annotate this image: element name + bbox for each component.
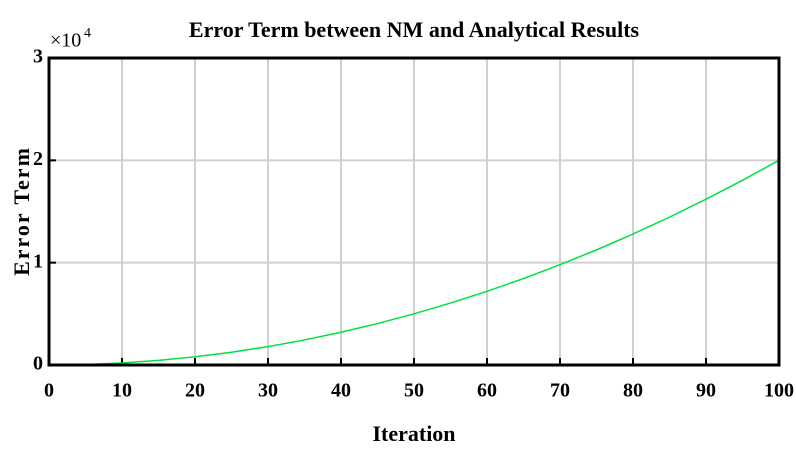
x-tick-label: 40 (331, 380, 351, 402)
chart-title: Error Term between NM and Analytical Res… (189, 17, 640, 42)
y-tick-label: 2 (33, 148, 43, 170)
x-tick-label: 90 (696, 380, 716, 402)
x-tick-label: 10 (112, 380, 132, 402)
x-tick-label: 80 (623, 380, 643, 402)
x-tick-label: 100 (764, 380, 794, 402)
plot-frame (47, 56, 781, 367)
y-exponent-power: 4 (84, 26, 91, 41)
x-tick-label: 60 (477, 380, 497, 402)
y-tick-label: 1 (33, 250, 43, 272)
x-tick-label: 0 (44, 380, 54, 402)
x-tick-label: 70 (550, 380, 570, 402)
x-tick-label: 50 (404, 380, 424, 402)
y-axis-label: Error Term (9, 146, 34, 276)
y-tick-label: 3 (33, 46, 43, 68)
y-exponent-base: ×10 (50, 30, 81, 52)
y-tick-label: 0 (33, 353, 43, 375)
x-tick-label: 20 (185, 380, 205, 402)
x-axis-label: Iteration (372, 421, 455, 446)
data-line (48, 159, 780, 366)
x-tick-label: 30 (258, 380, 278, 402)
